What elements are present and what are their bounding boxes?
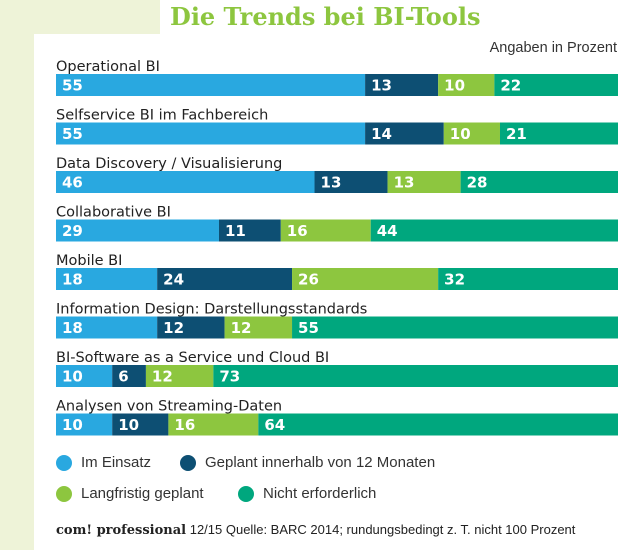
data-label-nicht-erforderlich-5: 32 [444,271,465,289]
bar-segment-langfristig-geplant-2 [443,122,500,145]
data-label-geplant-innerhalb-von-12-monaten-4: 11 [225,222,246,240]
bar-segment-geplant-innerhalb-von-12-monaten-8 [112,413,169,436]
data-label-nicht-erforderlich-8: 64 [264,416,285,434]
data-label-geplant-innerhalb-von-12-monaten-3: 13 [321,174,342,192]
data-label-langfristig-geplant-3: 13 [394,174,415,192]
decorative-frame-top [0,0,160,34]
category-label-selfservice-bi-im-fachbereich: Selfservice BI im Fachbereich [56,108,268,124]
bar-segment-nicht-erforderlich-4 [370,219,618,242]
bar-segment-nicht-erforderlich-3 [460,171,618,193]
bar-segment-nicht-erforderlich-1 [494,74,618,96]
data-label-geplant-innerhalb-von-12-monaten-2: 14 [371,125,392,143]
data-label-nicht-erforderlich-6: 55 [298,319,319,337]
bar-segment-langfristig-geplant-6 [224,316,293,339]
data-label-langfristig-geplant-5: 26 [298,271,319,289]
legend-item-nicht-erforderlich: Nicht erforderlich [238,485,376,502]
category-label-analysen-von-streaming-daten: Analysen von Streaming-Daten [56,399,282,415]
chart-title: Die Trends bei BI-Tools [160,0,641,34]
data-label-geplant-innerhalb-von-12-monaten-8: 10 [118,416,139,434]
legend-swatch-icon [180,454,196,471]
data-label-im-einsatz-1: 55 [62,77,83,95]
bar-segment-geplant-innerhalb-von-12-monaten-7 [112,365,146,387]
bar-segment-nicht-erforderlich-5 [438,268,618,290]
data-label-langfristig-geplant-4: 16 [287,222,308,240]
legend-label: Geplant innerhalb von 12 Monaten [205,454,436,471]
category-label-data-discovery-visualisierung: Data Discovery / Visualisierung [56,156,282,172]
bar-segment-im-einsatz-5 [56,268,158,290]
bar-segment-langfristig-geplant-1 [438,74,495,96]
data-label-nicht-erforderlich-2: 21 [506,125,527,143]
bar-segment-langfristig-geplant-8 [168,413,259,436]
category-label-operational-bi: Operational BI [56,59,160,75]
footer-source: com! professional 12/15 Quelle: BARC 201… [56,522,575,538]
legend-item-geplant: Geplant innerhalb von 12 Monaten [180,454,435,471]
data-label-im-einsatz-3: 46 [62,174,83,192]
decorative-frame-left [0,0,34,550]
bar-segment-langfristig-geplant-7 [145,365,214,387]
bar-segment-im-einsatz-3 [56,171,315,193]
data-label-im-einsatz-5: 18 [62,271,83,289]
bar-segment-nicht-erforderlich-6 [292,316,618,339]
bar-segment-im-einsatz-2 [56,122,366,145]
legend-swatch-icon [56,485,72,502]
bar-segment-im-einsatz-1 [56,74,366,96]
legend-item-im-einsatz: Im Einsatz [56,454,151,471]
data-label-im-einsatz-4: 29 [62,222,83,240]
data-label-langfristig-geplant-6: 12 [231,319,252,337]
data-label-im-einsatz-8: 10 [62,416,83,434]
bar-segment-geplant-innerhalb-von-12-monaten-1 [365,74,439,96]
bar-segment-geplant-innerhalb-von-12-monaten-2 [365,122,444,145]
data-label-im-einsatz-6: 18 [62,319,83,337]
footer-text: 12/15 Quelle: BARC 2014; rundungsbedingt… [186,522,576,537]
data-label-nicht-erforderlich-4: 44 [377,222,398,240]
unit-note: Angaben in Prozent [489,40,617,56]
bar-segment-im-einsatz-6 [56,316,158,339]
data-label-im-einsatz-7: 10 [62,368,83,386]
bar-segment-im-einsatz-8 [56,413,113,436]
bar-segment-geplant-innerhalb-von-12-monaten-5 [157,268,293,290]
data-label-nicht-erforderlich-7: 73 [219,368,240,386]
data-label-geplant-innerhalb-von-12-monaten-1: 13 [371,77,392,95]
bar-segment-im-einsatz-4 [56,219,219,242]
data-label-langfristig-geplant-7: 12 [152,368,173,386]
bar-segment-langfristig-geplant-4 [280,219,371,242]
category-label-collaborative-bi: Collaborative BI [56,205,171,221]
category-label-information-design-darstellungsstandards: Information Design: Darstellungsstandard… [56,302,367,318]
bar-segment-geplant-innerhalb-von-12-monaten-6 [157,316,225,339]
data-label-geplant-innerhalb-von-12-monaten-6: 12 [163,319,184,337]
bar-segment-nicht-erforderlich-8 [258,413,618,436]
footer-brand: com! professional [56,523,187,538]
data-label-nicht-erforderlich-1: 22 [500,77,521,95]
legend-swatch-icon [56,454,72,471]
data-label-nicht-erforderlich-3: 28 [467,174,488,192]
data-label-langfristig-geplant-1: 10 [444,77,465,95]
bar-segment-nicht-erforderlich-2 [499,122,618,145]
category-label-bi-software-as-a-service-und-cloud-bi: BI-Software as a Service und Cloud BI [56,350,329,366]
bar-segment-langfristig-geplant-5 [292,268,439,290]
legend-label: Im Einsatz [81,454,152,471]
legend-label: Nicht erforderlich [263,485,377,502]
bar-segment-nicht-erforderlich-7 [213,365,619,387]
legend-label: Langfristig geplant [81,485,204,502]
bar-segment-geplant-innerhalb-von-12-monaten-4 [218,219,281,242]
legend-swatch-icon [238,485,254,502]
data-label-im-einsatz-2: 55 [62,125,83,143]
bar-segment-langfristig-geplant-3 [387,171,461,193]
data-label-geplant-innerhalb-von-12-monaten-7: 6 [118,368,128,386]
bar-segment-geplant-innerhalb-von-12-monaten-3 [314,171,388,193]
data-label-langfristig-geplant-8: 16 [174,416,195,434]
bar-segment-im-einsatz-7 [56,365,113,387]
data-label-langfristig-geplant-2: 10 [450,125,471,143]
category-label-mobile-bi: Mobile BI [56,253,122,269]
legend-item-langfristig: Langfristig geplant [56,485,204,502]
data-label-geplant-innerhalb-von-12-monaten-5: 24 [163,271,184,289]
